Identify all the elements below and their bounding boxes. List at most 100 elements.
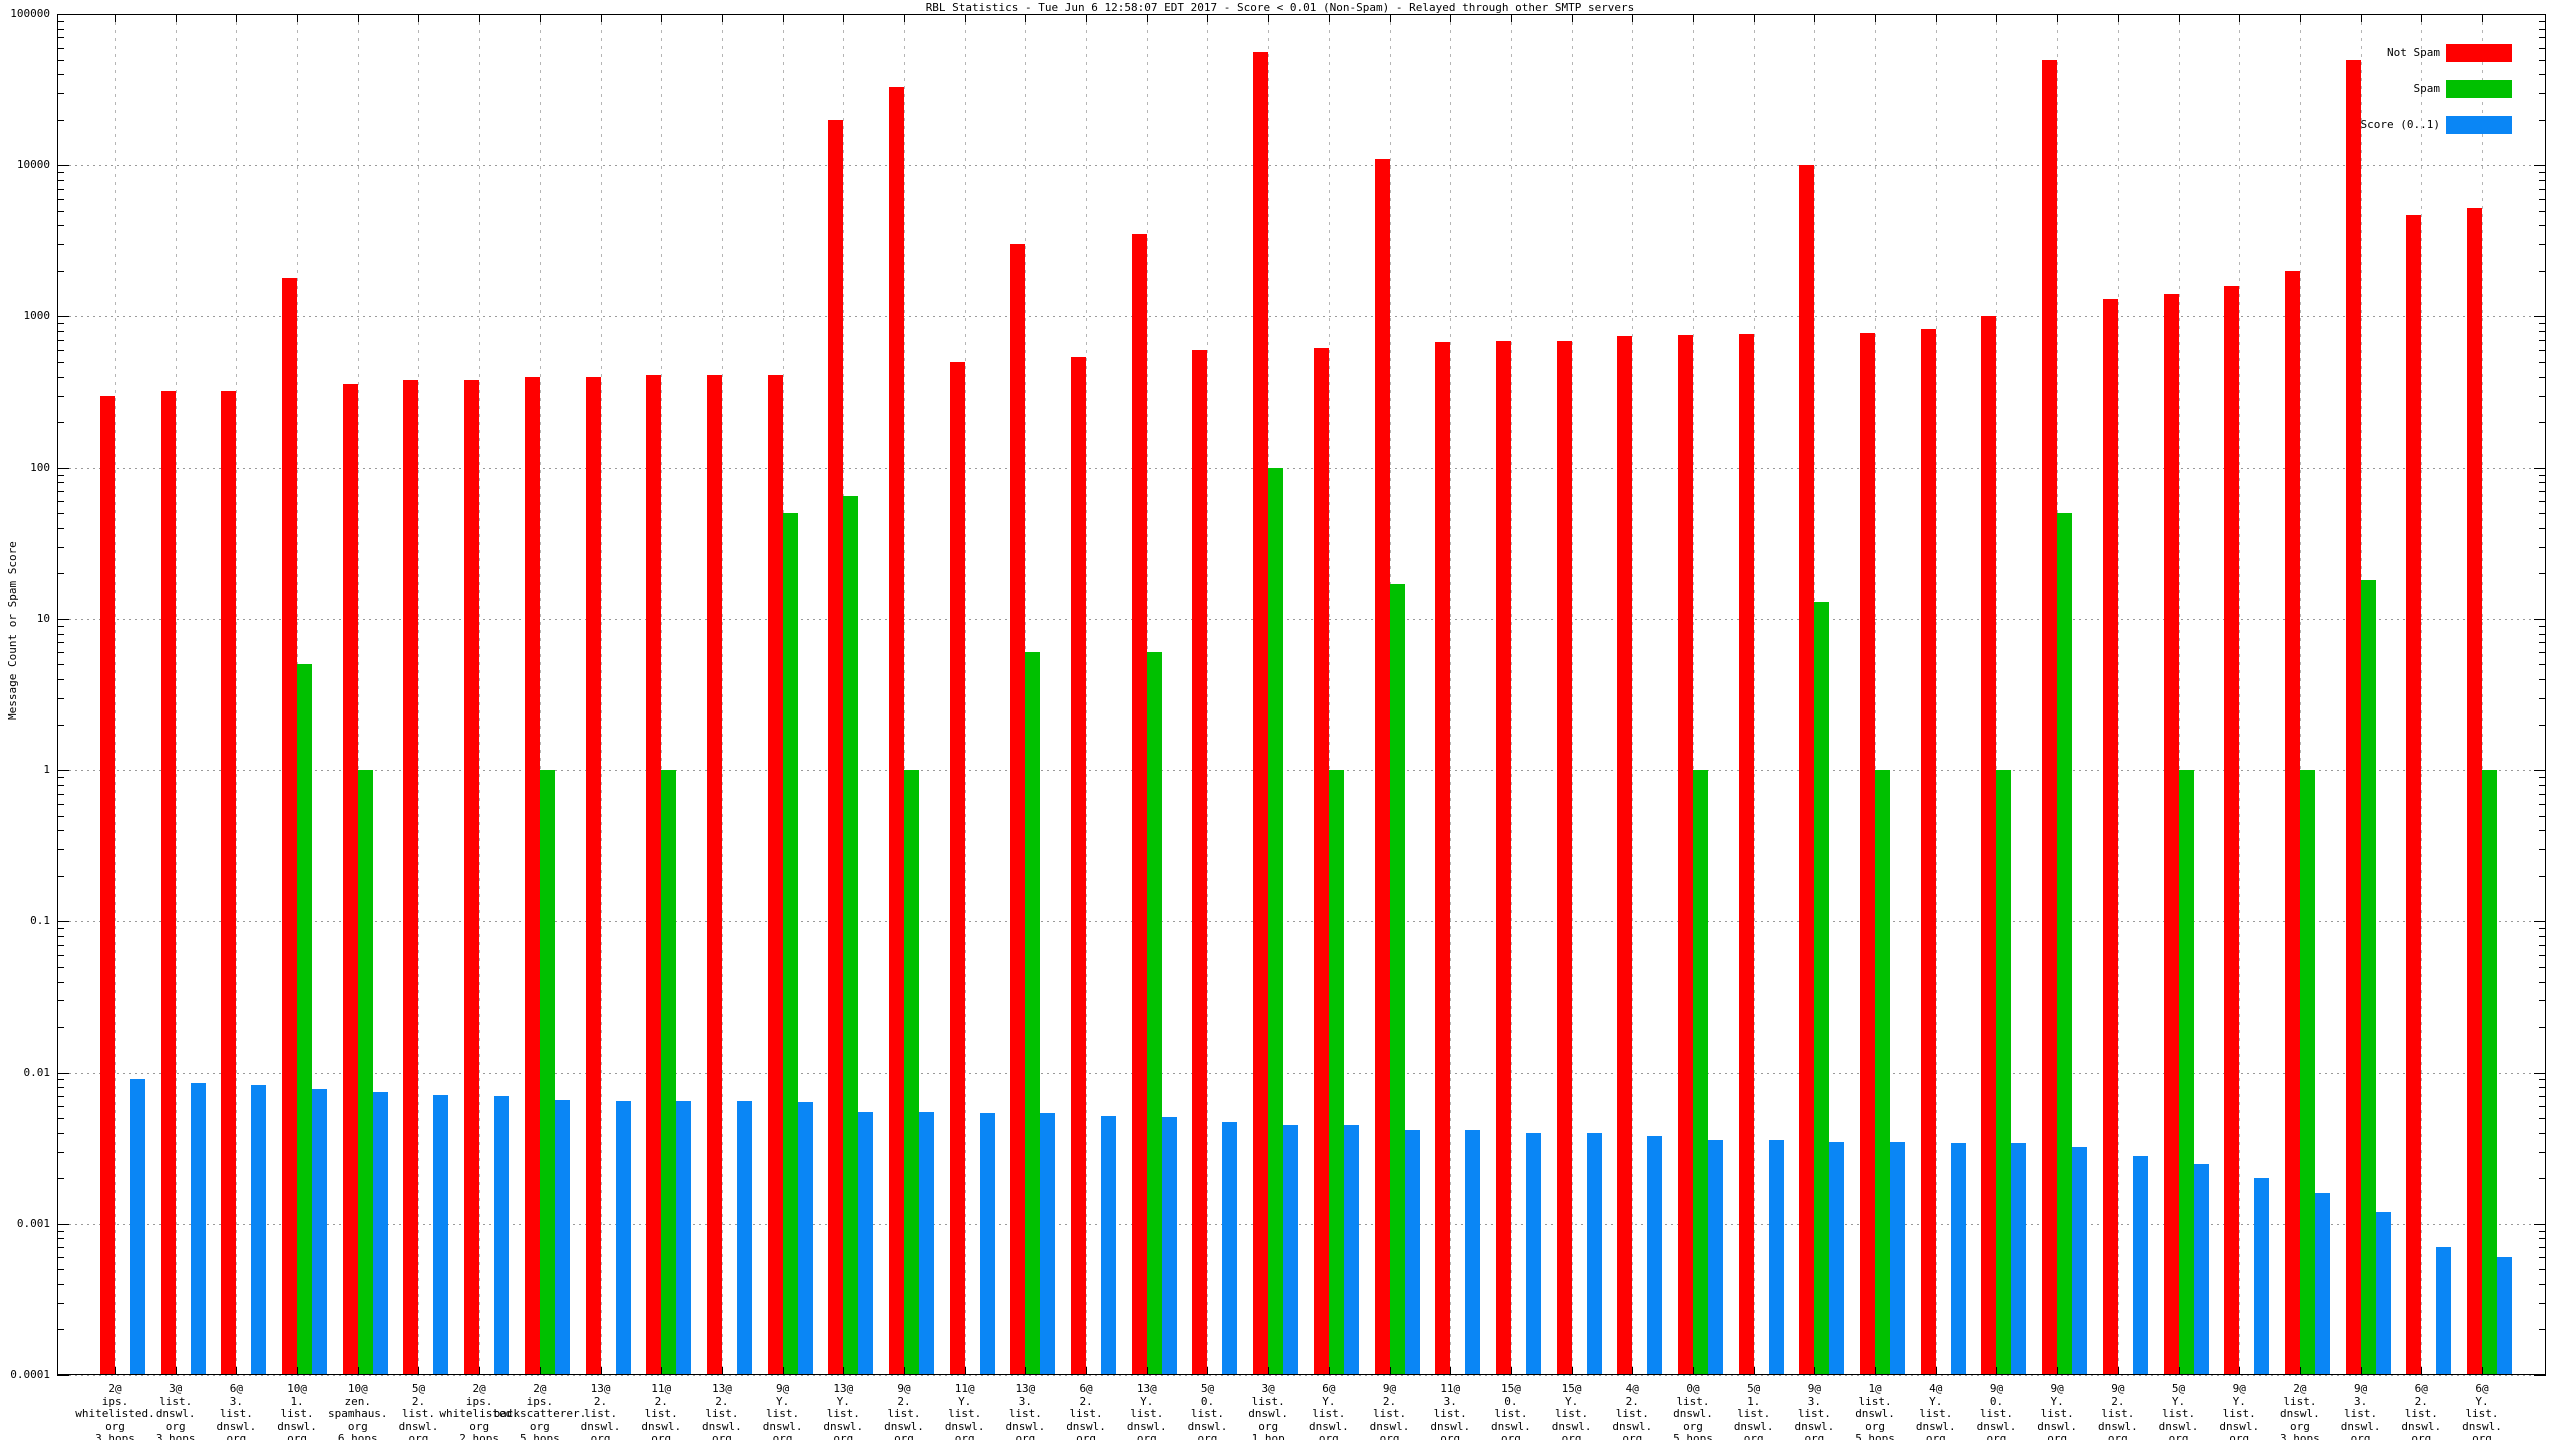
x-tick-top: [1875, 14, 1877, 22]
y-major-tick-right: [2534, 1072, 2546, 1074]
x-tick-label: 5@ 1. list. dnswl. org 5 hops: [1733, 1382, 1774, 1440]
bar-not-spam: [949, 361, 965, 1375]
vertical-gridline: [115, 14, 116, 1375]
bar-not-spam: [585, 376, 601, 1375]
bar-score: [615, 1100, 631, 1375]
y-major-tick-right: [2534, 1375, 2546, 1376]
y-minor-tick-right: [2539, 625, 2546, 627]
bar-score: [1465, 1129, 1481, 1375]
x-tick-label: 9@ 2. list. dnswl. org 3 hops: [2097, 1382, 2138, 1440]
bar-not-spam: [2406, 214, 2422, 1375]
x-tick-bottom: [297, 1367, 299, 1375]
y-minor-tick-left: [57, 179, 64, 181]
bar-score: [433, 1095, 449, 1375]
y-minor-tick-right: [2539, 20, 2546, 22]
y-minor-tick-left: [57, 935, 64, 937]
x-tick-label: 5@ 0. list. dnswl. org 5 hops: [1187, 1382, 1228, 1440]
bar-not-spam: [1374, 158, 1390, 1375]
x-tick-bottom: [1146, 1367, 1148, 1375]
bar-not-spam: [1920, 329, 1936, 1375]
y-minor-tick-right: [2539, 172, 2546, 174]
y-minor-tick-left: [57, 188, 64, 190]
bar-score: [797, 1101, 813, 1375]
horizontal-gridline: [57, 618, 2546, 620]
bar-not-spam: [1313, 347, 1329, 1375]
bar-spam: [357, 770, 373, 1375]
y-minor-tick-right: [2539, 981, 2546, 983]
vertical-gridline: [1996, 14, 1998, 1375]
y-major-tick-right: [2534, 1223, 2546, 1225]
y-minor-tick-left: [57, 1027, 64, 1029]
y-major-tick-left: [57, 14, 69, 15]
y-axis-label: Message Count or Spam Score: [6, 541, 19, 720]
bar-not-spam: [2102, 299, 2118, 1375]
y-minor-tick-right: [2539, 37, 2546, 39]
y-major-tick-right: [2534, 14, 2546, 15]
bar-score: [919, 1111, 934, 1375]
x-tick-label: 9@ 3. list. dnswl. org 1 hop: [2340, 1382, 2381, 1440]
y-minor-tick-left: [57, 875, 64, 877]
bar-score: [312, 1088, 328, 1375]
bar-spam: [1875, 770, 1891, 1375]
y-minor-tick-left: [57, 361, 64, 363]
vertical-gridline: [964, 14, 966, 1375]
x-tick-label: 11@ 3. list. dnswl. org 1 hop: [1430, 1382, 1471, 1440]
bar-score: [858, 1111, 874, 1375]
y-minor-tick-right: [2539, 777, 2546, 779]
x-tick-label: 5@ Y. list. dnswl. org 5 hops: [2158, 1382, 2199, 1440]
y-minor-tick-left: [57, 527, 64, 529]
vertical-gridline: [1086, 14, 1088, 1375]
bar-not-spam: [282, 277, 298, 1375]
bar-score: [2497, 1257, 2512, 1375]
bar-not-spam: [1435, 341, 1451, 1375]
x-tick-bottom: [539, 1367, 541, 1375]
x-tick-label: 3@ list. dnswl. org 3 hops: [155, 1382, 196, 1440]
x-tick-top: [2360, 14, 2362, 22]
x-tick-bottom: [1086, 1367, 1088, 1375]
y-minor-tick-left: [57, 1095, 64, 1097]
y-minor-tick-left: [57, 1079, 64, 1081]
y-minor-tick-left: [57, 59, 64, 61]
y-minor-tick-right: [2539, 474, 2546, 476]
bar-score: [1647, 1136, 1663, 1375]
x-tick-label: 1@ list. dnswl. org 5 hops: [1855, 1382, 1895, 1440]
bar-score: [1768, 1139, 1784, 1375]
bar-not-spam: [2284, 270, 2300, 1375]
x-tick-bottom: [2482, 1367, 2483, 1375]
bar-spam: [843, 495, 859, 1375]
x-tick-bottom: [1389, 1367, 1391, 1375]
y-minor-tick-left: [57, 119, 64, 121]
y-minor-tick-left: [57, 1247, 64, 1249]
bar-spam: [2299, 770, 2315, 1375]
bar-not-spam: [1617, 336, 1633, 1375]
x-tick-bottom: [357, 1367, 359, 1375]
y-minor-tick-left: [57, 422, 64, 424]
y-minor-tick-right: [2539, 793, 2546, 795]
y-minor-tick-right: [2539, 349, 2546, 351]
vertical-gridline: [2239, 14, 2241, 1375]
x-tick-top: [1268, 14, 1270, 22]
y-minor-tick-left: [57, 724, 64, 726]
y-minor-tick-left: [57, 1000, 64, 1002]
y-tick-label: 0.01: [23, 1065, 51, 1079]
vertical-gridline: [1328, 14, 1330, 1375]
bar-score: [2436, 1247, 2452, 1375]
x-tick-top: [2482, 14, 2483, 22]
y-minor-tick-left: [57, 198, 64, 200]
bar-spam: [1814, 601, 1830, 1375]
y-minor-tick-right: [2539, 1238, 2546, 1240]
y-minor-tick-right: [2539, 664, 2546, 666]
vertical-gridline: [1450, 14, 1452, 1375]
x-tick-top: [1510, 14, 1512, 22]
y-minor-tick-left: [57, 28, 64, 30]
horizontal-gridline: [57, 1375, 2546, 1376]
bar-spam: [1328, 770, 1344, 1375]
x-tick-bottom: [2239, 1367, 2241, 1375]
y-minor-tick-right: [2539, 501, 2546, 503]
y-minor-tick-left: [57, 573, 64, 575]
x-tick-label: 2@ list. dnswl. org 3 hops: [2280, 1382, 2320, 1440]
bar-score: [1586, 1132, 1602, 1375]
x-tick-label: 6@ 2. list. dnswl. org 1 hop: [2401, 1382, 2442, 1440]
y-minor-tick-left: [57, 966, 64, 968]
y-minor-tick-left: [57, 349, 64, 351]
